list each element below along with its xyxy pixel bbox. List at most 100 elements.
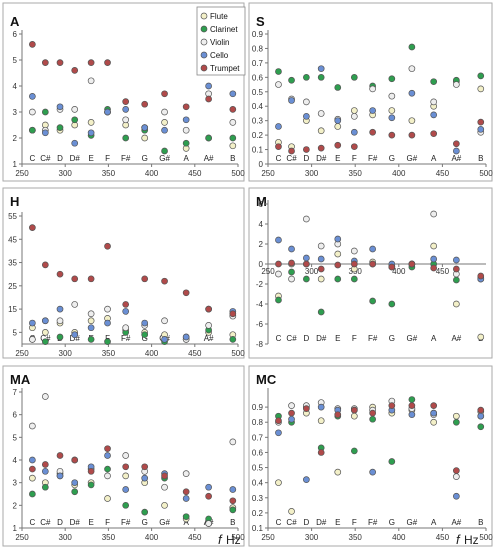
note-label-G#: G# (407, 334, 418, 343)
data-point-violin (303, 98, 310, 106)
x-tick-label: 300 (305, 267, 319, 276)
y-tick-label: 25 (8, 282, 17, 291)
legend-marker-flute (200, 12, 208, 20)
data-point-violin (122, 324, 130, 332)
note-label-F: F (105, 154, 110, 163)
note-label-G: G (142, 518, 148, 527)
y-tick-label: 0.6 (252, 73, 264, 82)
data-point-violin (275, 270, 282, 278)
data-point-flute (477, 85, 485, 93)
data-point-trumpet (334, 411, 342, 419)
note-label-C#: C# (286, 518, 297, 527)
data-point-flute (477, 333, 485, 341)
data-point-cello (104, 108, 111, 116)
y-tick-label: 0.4 (252, 479, 264, 488)
y-tick-label: 0.9 (252, 30, 264, 39)
data-point-clarinet (104, 338, 111, 346)
data-point-trumpet (477, 406, 485, 414)
data-point-violin (104, 472, 111, 480)
data-point-cello (388, 114, 396, 122)
data-point-trumpet (205, 305, 212, 313)
x-tick-label: 450 (436, 267, 450, 276)
data-point-trumpet (275, 417, 282, 425)
note-label-G: G (389, 334, 395, 343)
data-point-flute (87, 317, 95, 325)
panel-S: S 0 0.1 0.2 0.3 0.4 0.5 0.6 0.7 0.8 0.9 250 300 350 40… (252, 14, 493, 178)
data-point-cello (205, 82, 212, 90)
data-point-trumpet (29, 465, 36, 473)
data-point-cello (430, 409, 438, 417)
x-tick-label: 350 (102, 169, 116, 178)
data-point-violin (288, 402, 295, 409)
data-point-clarinet (334, 275, 342, 283)
data-point-violin (182, 126, 190, 134)
data-point-trumpet (334, 261, 342, 269)
note-label-G: G (142, 334, 148, 343)
note-label-E: E (335, 334, 340, 343)
note-label-F#: F# (121, 334, 131, 343)
data-point-cello (303, 254, 310, 262)
data-point-clarinet (408, 43, 416, 51)
data-point-cello (453, 256, 460, 264)
data-point-flute (350, 412, 358, 420)
data-point-violin (229, 119, 237, 126)
data-point-flute (29, 474, 36, 482)
data-point-clarinet (87, 335, 95, 343)
data-point-flute (41, 329, 49, 336)
data-point-trumpet (288, 409, 295, 417)
data-point-flute (430, 418, 438, 426)
data-point-violin (350, 112, 358, 120)
data-point-flute (161, 119, 168, 126)
x-tick-label: 250 (261, 267, 275, 276)
data-point-cello (317, 65, 325, 73)
panel-MC: MC 0.1 0.2 0.3 0.4 0.5 0.6 0.7 0.8 0.9 250 300 350 40… (252, 372, 493, 542)
note-label-C#: C# (40, 154, 51, 163)
data-point-cello (275, 236, 282, 244)
legend-label-trumpet: Trumpet (210, 64, 240, 73)
data-point-violin (453, 473, 460, 480)
data-point-clarinet (141, 331, 149, 339)
note-label-G#: G# (407, 518, 418, 527)
data-point-trumpet (408, 131, 416, 139)
data-point-cello (87, 129, 95, 137)
data-point-clarinet (56, 333, 64, 341)
data-point-clarinet (303, 275, 310, 283)
data-point-flute (334, 123, 342, 130)
y-tick-label: 35 (8, 259, 17, 268)
data-point-cello (56, 103, 64, 111)
data-point-clarinet (430, 78, 438, 86)
data-point-trumpet (71, 275, 79, 283)
y-tick-label: 4 (13, 456, 18, 465)
data-point-cello (430, 111, 438, 119)
note-label-E: E (88, 518, 93, 527)
note-label-F: F (105, 518, 110, 527)
note-label-A: A (431, 518, 437, 527)
panel-label-A: A (10, 14, 20, 29)
data-point-violin (388, 92, 396, 100)
x-tick-label: 300 (59, 169, 73, 178)
note-label-A#: A# (451, 518, 461, 527)
data-point-cello (275, 123, 282, 130)
data-point-trumpet (288, 259, 295, 267)
data-point-flute (141, 134, 149, 142)
x-tick-label: 500 (479, 169, 493, 178)
data-point-trumpet (41, 261, 49, 269)
data-point-violin (104, 305, 111, 313)
data-point-trumpet (350, 143, 358, 151)
y-tick-label: 45 (8, 235, 17, 244)
y-tick-label: 3 (13, 108, 18, 117)
data-point-cello (71, 139, 79, 147)
y-tick-label: 2 (13, 134, 18, 143)
data-point-trumpet (71, 67, 79, 74)
note-label-D#: D# (70, 518, 81, 527)
data-point-trumpet (205, 492, 212, 500)
data-point-cello (41, 129, 49, 137)
y-tick-label: 0.4 (252, 102, 264, 111)
data-point-trumpet (56, 452, 64, 459)
data-point-trumpet (408, 402, 416, 409)
data-point-trumpet (87, 467, 95, 475)
data-point-violin (161, 483, 168, 491)
data-point-trumpet (369, 128, 376, 136)
data-point-cello (229, 90, 237, 98)
note-label-A: A (183, 154, 189, 163)
